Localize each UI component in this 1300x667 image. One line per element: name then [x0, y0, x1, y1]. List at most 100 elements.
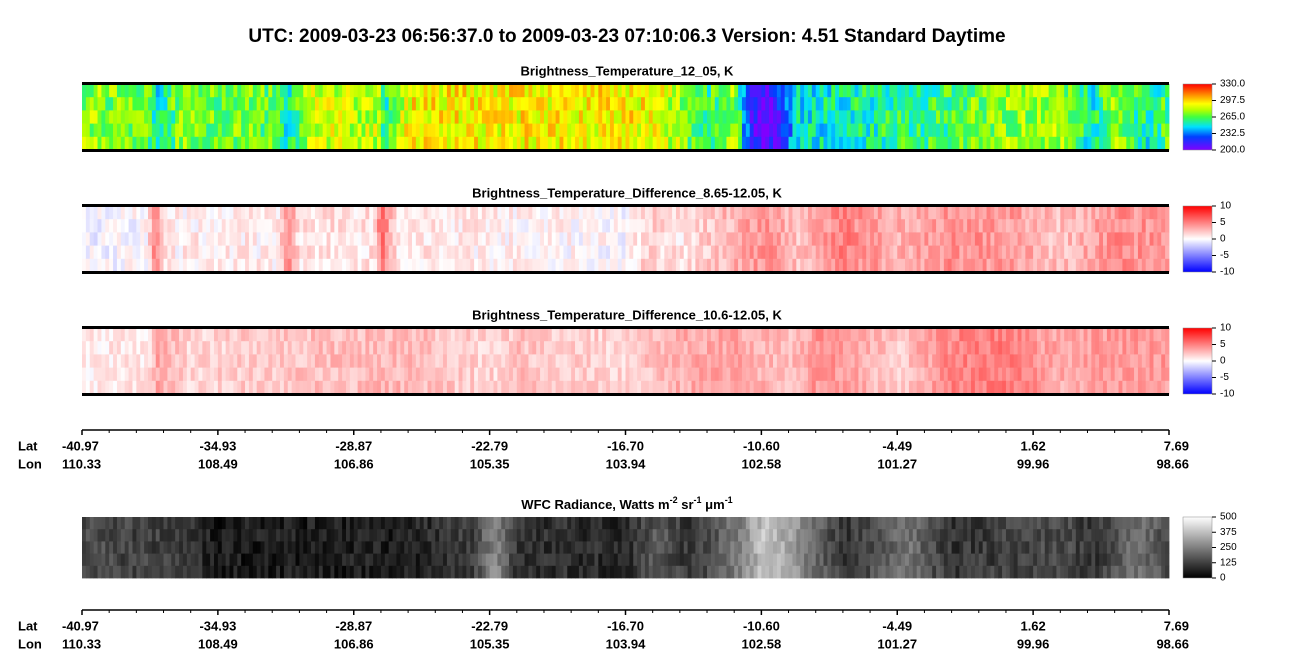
pixel-block	[982, 380, 987, 395]
pixel-block	[1103, 354, 1108, 368]
pixel-block	[974, 84, 980, 98]
pixel-block	[842, 341, 848, 355]
pixel-block	[82, 258, 87, 273]
pixel-block	[408, 517, 413, 530]
pixel-block	[609, 517, 615, 530]
pixel-block	[1075, 84, 1081, 98]
pixel-block	[392, 110, 397, 124]
pixel-block	[1095, 328, 1100, 342]
pixel-block	[411, 328, 417, 342]
pixel-block	[901, 219, 906, 233]
pixel-block	[353, 380, 359, 395]
pixel-block	[213, 258, 219, 273]
title-part: sr	[678, 497, 694, 512]
pixel-block	[512, 565, 518, 579]
pixel-block	[761, 97, 766, 111]
pixel-block	[982, 110, 987, 124]
pixel-block	[217, 529, 223, 542]
pixel-block	[190, 206, 195, 220]
pixel-block	[474, 136, 479, 151]
pixel-block	[140, 541, 145, 554]
pixel-block	[419, 341, 425, 355]
pixel-block	[1161, 232, 1166, 246]
pixel-block	[357, 380, 362, 395]
pixel-block	[97, 136, 102, 151]
pixel-block	[1161, 245, 1166, 260]
pixel-block	[641, 517, 646, 530]
pixel-block	[1002, 367, 1007, 382]
pixel-block	[648, 245, 654, 260]
pixel-block	[481, 529, 487, 542]
pixel-block	[408, 258, 413, 273]
pixel-block	[322, 367, 327, 382]
pixel-block	[303, 97, 308, 111]
pixel-block	[567, 541, 572, 554]
pixel-block	[1013, 367, 1018, 382]
pixel-block	[252, 354, 258, 368]
pixel-block	[109, 529, 114, 542]
pixel-block	[912, 341, 918, 355]
pixel-block	[967, 341, 972, 355]
pixel-block	[1075, 136, 1081, 151]
pixel-block	[726, 341, 731, 355]
pixel-block	[377, 123, 382, 138]
pixel-block	[559, 354, 564, 368]
pixel-block	[897, 354, 902, 368]
pixel-block	[443, 123, 448, 138]
pixel-block	[427, 367, 432, 382]
pixel-block	[1017, 341, 1022, 355]
pixel-block	[1033, 123, 1038, 138]
pixel-block	[283, 123, 289, 138]
pixel-block	[505, 219, 510, 233]
pixel-block	[963, 110, 968, 124]
pixel-block	[928, 380, 933, 395]
title-part: -1	[694, 495, 702, 505]
pixel-block	[842, 245, 848, 260]
pixel-block	[120, 123, 126, 138]
pixel-block	[734, 136, 739, 151]
pixel-block	[182, 529, 188, 542]
pixel-block	[404, 206, 409, 220]
pixel-block	[101, 541, 106, 554]
pixel-block	[920, 219, 925, 233]
pixel-block	[97, 341, 102, 355]
pixel-block	[819, 110, 824, 124]
pixel-block	[586, 258, 591, 273]
pixel-block	[893, 354, 898, 368]
pixel-block	[990, 232, 995, 246]
pixel-block	[1087, 354, 1092, 368]
pixel-block	[644, 258, 650, 273]
pixel-block	[994, 341, 999, 355]
pixel-block	[194, 232, 199, 246]
pixel-block	[563, 341, 568, 355]
pixel-block	[582, 123, 588, 138]
pixel-block	[342, 367, 347, 382]
pixel-block	[1099, 219, 1104, 233]
pixel-block	[695, 380, 700, 395]
pixel-block	[369, 232, 374, 246]
pixel-block	[392, 258, 397, 273]
pixel-block	[485, 529, 491, 542]
pixel-block	[217, 97, 223, 111]
pixel-block	[590, 123, 595, 138]
pixel-block	[870, 110, 875, 124]
pixel-block	[369, 328, 374, 342]
pixel-block	[606, 219, 611, 233]
pixel-block	[1037, 232, 1042, 246]
pixel-block	[870, 328, 875, 342]
pixel-block	[582, 245, 588, 260]
pixel-block	[167, 206, 172, 220]
pixel-block	[400, 354, 405, 368]
pixel-block	[862, 380, 867, 395]
pixel-block	[637, 136, 642, 151]
pixel-block	[132, 517, 137, 530]
pixel-block	[1048, 84, 1053, 98]
title-part: -1	[725, 495, 733, 505]
pixel-block	[613, 123, 619, 138]
pixel-block	[796, 110, 801, 124]
pixel-block	[116, 529, 122, 542]
pixel-block	[151, 84, 157, 98]
pixel-block	[326, 517, 331, 530]
pixel-block	[846, 123, 852, 138]
pixel-block	[338, 517, 343, 530]
